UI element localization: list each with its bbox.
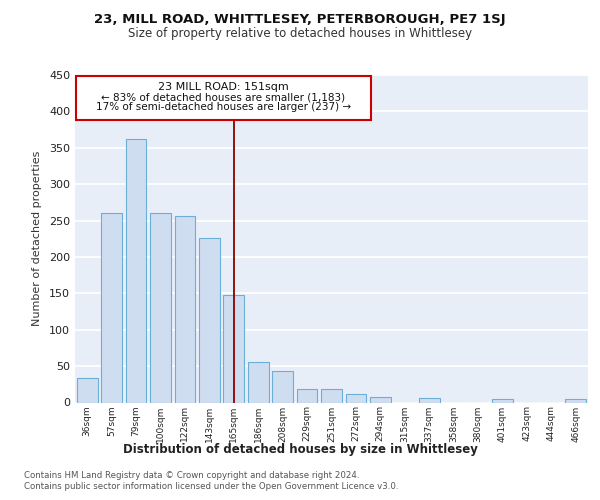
Bar: [223, 295, 244, 403]
Bar: [346, 394, 367, 402]
Bar: [370, 396, 391, 402]
Bar: [321, 388, 342, 402]
Bar: [125, 139, 146, 402]
Text: 17% of semi-detached houses are larger (237) →: 17% of semi-detached houses are larger (…: [96, 102, 351, 112]
Bar: [150, 212, 171, 402]
Y-axis label: Number of detached properties: Number of detached properties: [32, 151, 42, 326]
Bar: [296, 388, 317, 402]
Bar: [76, 76, 371, 120]
Text: Contains public sector information licensed under the Open Government Licence v3: Contains public sector information licen…: [24, 482, 398, 491]
Text: 23, MILL ROAD, WHITTLESEY, PETERBOROUGH, PE7 1SJ: 23, MILL ROAD, WHITTLESEY, PETERBOROUGH,…: [94, 12, 506, 26]
Bar: [199, 238, 220, 402]
Bar: [492, 399, 513, 402]
Text: Size of property relative to detached houses in Whittlesey: Size of property relative to detached ho…: [128, 28, 472, 40]
Bar: [175, 216, 196, 402]
Text: Distribution of detached houses by size in Whittlesey: Distribution of detached houses by size …: [122, 442, 478, 456]
Bar: [77, 378, 98, 402]
Bar: [272, 371, 293, 402]
Text: Contains HM Land Registry data © Crown copyright and database right 2024.: Contains HM Land Registry data © Crown c…: [24, 472, 359, 480]
Text: 23 MILL ROAD: 151sqm: 23 MILL ROAD: 151sqm: [158, 82, 289, 92]
Bar: [565, 399, 586, 402]
Bar: [419, 398, 440, 402]
Text: ← 83% of detached houses are smaller (1,183): ← 83% of detached houses are smaller (1,…: [101, 92, 346, 102]
Bar: [248, 362, 269, 403]
Bar: [101, 212, 122, 402]
